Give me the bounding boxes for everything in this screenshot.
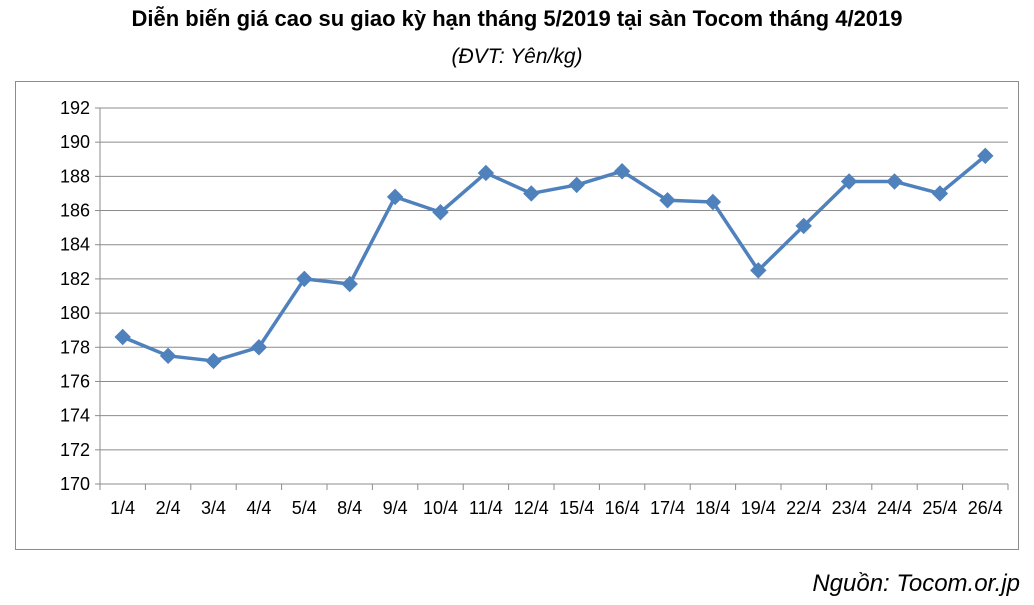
x-tick-label: 22/4 [786,498,821,518]
chart-title: Diễn biến giá cao su giao kỳ hạn tháng 5… [131,6,903,31]
y-tick-label: 172 [60,440,90,460]
data-point-marker [704,193,722,211]
data-point-marker [205,352,222,370]
chart-frame [15,81,1019,550]
x-tick-label: 8/4 [337,498,362,518]
x-tick-label: 1/4 [110,498,135,518]
x-tick-label: 5/4 [292,498,317,518]
data-point-marker [477,164,495,182]
x-tick-label: 19/4 [741,498,776,518]
y-tick-label: 186 [60,201,90,221]
data-point-marker [523,185,540,202]
data-point-marker [613,163,631,180]
x-tick-label: 16/4 [605,498,640,518]
data-point-marker [568,176,585,194]
y-tick-label: 188 [60,166,90,186]
x-tick-label: 12/4 [514,498,549,518]
y-tick-label: 174 [60,406,90,426]
y-tick-label: 190 [60,132,90,152]
data-point-marker [114,328,131,346]
x-axis-tick-labels: 1/4 2/4 3/4 4/4 5/4 8/4 9/4 10/4 11/4 12/4 15/4 16/… [110,498,1003,518]
y-tick-label: 182 [60,269,90,289]
data-point-marker [931,185,949,202]
data-point-marker [296,270,313,288]
x-tick-label: 25/4 [922,498,957,518]
x-tick-label: 2/4 [156,498,181,518]
data-point-marker [840,173,858,190]
data-series [114,147,994,370]
x-tick-label: 15/4 [559,498,594,518]
data-point-marker [386,188,404,206]
series-line [122,154,987,363]
source-note: Nguồn: Tocom.or.jp [812,570,1020,597]
data-point-marker [977,147,994,165]
chart-subtitle: (ĐVT: Yên/kg) [451,45,583,68]
y-tick-label: 176 [60,371,90,391]
x-tick-label: 24/4 [877,498,912,518]
x-tick-label: 18/4 [695,498,730,518]
data-point-marker [659,192,676,209]
x-tick-label: 3/4 [201,498,226,518]
y-tick-label: 170 [60,474,90,494]
data-point-marker [341,275,358,293]
y-tick-label: 192 [60,98,90,118]
y-tick-label: 180 [60,303,90,323]
x-tick-label: 17/4 [650,498,685,518]
x-tick-label: 4/4 [246,498,271,518]
data-point-marker [432,204,449,221]
data-point-marker [795,217,812,235]
data-point-marker [886,173,903,190]
y-axis-tick-labels: 170 172 174 176 178 180 182 184 186 188 190 192 [60,98,90,494]
x-tick-label: 9/4 [383,498,408,518]
axes [95,107,1009,490]
y-tick-label: 184 [60,235,90,255]
data-point-marker [250,339,268,356]
gridlines [100,107,1008,451]
x-tick-label: 10/4 [423,498,458,518]
x-tick-label: 11/4 [469,498,503,518]
x-tick-label: 26/4 [968,498,1003,518]
data-point-marker [750,262,767,279]
y-tick-label: 178 [60,337,90,357]
x-tick-label: 23/4 [832,498,867,518]
data-point-marker [159,347,177,365]
